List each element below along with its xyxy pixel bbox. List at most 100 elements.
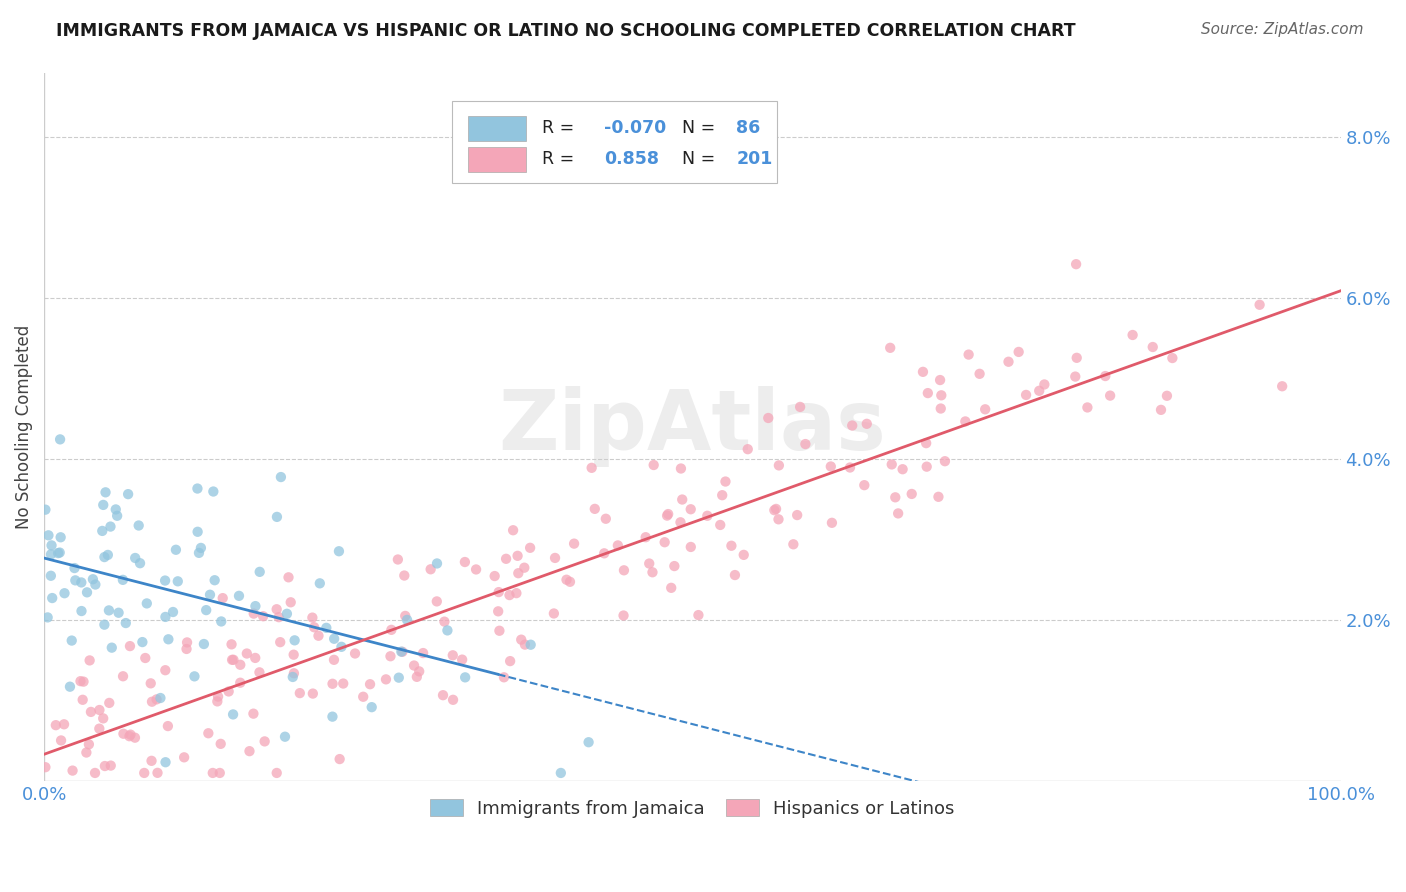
Point bbox=[308, 576, 330, 591]
Point bbox=[583, 501, 606, 516]
Point bbox=[97, 548, 120, 562]
Point bbox=[157, 632, 180, 647]
Point bbox=[786, 508, 808, 522]
Point bbox=[208, 766, 231, 780]
Point bbox=[218, 684, 240, 698]
Point bbox=[880, 458, 903, 472]
Point bbox=[242, 607, 264, 621]
Point bbox=[91, 711, 114, 725]
Point bbox=[131, 635, 153, 649]
Point bbox=[724, 568, 747, 582]
Point bbox=[1099, 389, 1122, 403]
Point bbox=[77, 737, 100, 751]
Point bbox=[820, 459, 842, 474]
Text: IMMIGRANTS FROM JAMAICA VS HISPANIC OR LATINO NO SCHOOLING COMPLETED CORRELATION: IMMIGRANTS FROM JAMAICA VS HISPANIC OR L… bbox=[56, 22, 1076, 40]
Point bbox=[486, 604, 509, 618]
Point bbox=[488, 624, 510, 638]
Point bbox=[1094, 369, 1116, 384]
Point bbox=[841, 418, 863, 433]
Point bbox=[288, 686, 311, 700]
Point bbox=[454, 555, 477, 569]
Point bbox=[344, 647, 367, 661]
Point bbox=[37, 528, 59, 542]
Point bbox=[426, 594, 449, 608]
Point bbox=[1156, 389, 1178, 403]
Point bbox=[322, 677, 344, 691]
Point bbox=[412, 646, 434, 660]
Point bbox=[756, 411, 779, 425]
Point bbox=[141, 754, 163, 768]
Point bbox=[156, 719, 179, 733]
Point bbox=[53, 586, 76, 600]
Point bbox=[1122, 328, 1144, 343]
Point bbox=[887, 507, 910, 521]
Point bbox=[93, 550, 115, 565]
Point bbox=[929, 373, 952, 387]
Point bbox=[498, 588, 520, 602]
Point bbox=[505, 586, 527, 600]
Point bbox=[927, 490, 949, 504]
Point bbox=[197, 726, 219, 740]
Point bbox=[330, 640, 353, 654]
Point bbox=[186, 482, 208, 496]
Y-axis label: No Schooling Completed: No Schooling Completed bbox=[15, 325, 32, 529]
Point bbox=[436, 624, 458, 638]
Point bbox=[321, 709, 343, 723]
Point bbox=[91, 498, 114, 512]
Point bbox=[221, 653, 243, 667]
Point bbox=[419, 562, 441, 576]
Point bbox=[696, 508, 718, 523]
Point bbox=[49, 530, 72, 544]
Point bbox=[380, 649, 402, 664]
Point bbox=[201, 766, 224, 780]
Point bbox=[839, 460, 862, 475]
Point bbox=[332, 676, 354, 690]
Point bbox=[1064, 369, 1087, 384]
Point bbox=[821, 516, 844, 530]
Point bbox=[737, 442, 759, 457]
Point bbox=[495, 551, 517, 566]
Point bbox=[70, 604, 93, 618]
Point bbox=[34, 502, 56, 516]
Point bbox=[162, 605, 184, 619]
Point bbox=[89, 703, 111, 717]
Point bbox=[763, 503, 786, 517]
Point bbox=[229, 675, 252, 690]
Point bbox=[711, 488, 734, 502]
Point bbox=[578, 735, 600, 749]
Point bbox=[139, 676, 162, 690]
Point bbox=[190, 541, 212, 555]
Point bbox=[765, 502, 787, 516]
Text: N =: N = bbox=[682, 151, 721, 169]
Point bbox=[173, 750, 195, 764]
Point bbox=[789, 400, 811, 414]
Point bbox=[352, 690, 374, 704]
Point bbox=[204, 573, 226, 587]
Point bbox=[388, 671, 411, 685]
Point bbox=[93, 617, 115, 632]
Point bbox=[394, 568, 416, 582]
Point bbox=[1066, 351, 1088, 365]
Point bbox=[510, 632, 533, 647]
Point bbox=[655, 508, 678, 523]
Point bbox=[59, 680, 82, 694]
Point bbox=[145, 692, 167, 706]
Point bbox=[221, 637, 243, 651]
Text: R =: R = bbox=[541, 151, 579, 169]
Point bbox=[155, 663, 177, 677]
Point bbox=[405, 670, 427, 684]
Point bbox=[394, 608, 416, 623]
Point bbox=[302, 620, 325, 634]
Point bbox=[112, 669, 135, 683]
Point bbox=[1033, 377, 1056, 392]
Point bbox=[915, 436, 938, 450]
Point bbox=[606, 538, 628, 552]
Point bbox=[48, 545, 70, 559]
Point bbox=[654, 535, 676, 549]
Point bbox=[124, 551, 146, 566]
Point bbox=[155, 610, 177, 624]
Text: -0.070: -0.070 bbox=[605, 120, 666, 137]
Point bbox=[198, 588, 221, 602]
Point bbox=[277, 570, 299, 584]
Point bbox=[679, 540, 702, 554]
